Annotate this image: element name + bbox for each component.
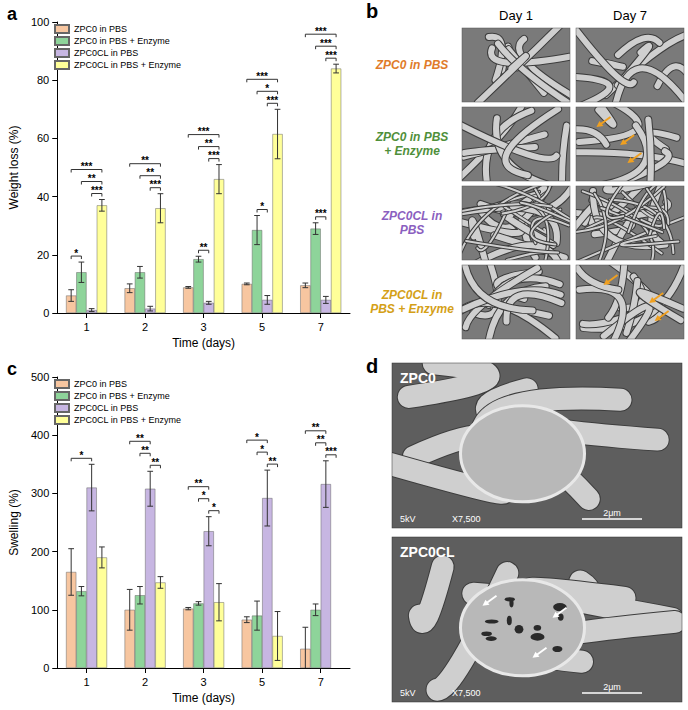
svg-text:ZPC0CL in PBS: ZPC0CL in PBS xyxy=(74,48,138,58)
svg-text:0: 0 xyxy=(43,662,49,674)
svg-text:Time (days): Time (days) xyxy=(172,691,235,705)
svg-text:3: 3 xyxy=(201,676,207,688)
svg-text:*: * xyxy=(255,432,259,443)
svg-text:**: ** xyxy=(205,138,213,149)
svg-text:*: * xyxy=(212,502,216,513)
svg-text:ZPC0 in PBS + Enzyme: ZPC0 in PBS + Enzyme xyxy=(74,36,170,46)
svg-text:d: d xyxy=(366,355,378,377)
svg-text:ZPC0CL in PBS + Enzyme: ZPC0CL in PBS + Enzyme xyxy=(74,415,181,425)
svg-text:***: *** xyxy=(325,446,337,457)
svg-text:***: *** xyxy=(198,126,210,137)
svg-text:80: 80 xyxy=(37,74,49,86)
svg-text:ZPC0 in PBS: ZPC0 in PBS xyxy=(74,24,127,34)
svg-text:Time (days): Time (days) xyxy=(172,336,235,350)
svg-text:**: ** xyxy=(269,456,277,467)
svg-text:ZPC0CL inPBS + Enzyme: ZPC0CL inPBS + Enzyme xyxy=(370,288,454,316)
svg-text:100: 100 xyxy=(31,604,49,616)
svg-text:ZPC0CL in PBS: ZPC0CL in PBS xyxy=(74,403,138,413)
svg-text:5kV: 5kV xyxy=(400,514,416,524)
svg-text:*: * xyxy=(74,248,78,259)
svg-text:7: 7 xyxy=(318,321,324,333)
svg-text:**: ** xyxy=(141,445,149,456)
svg-text:ZPC0: ZPC0 xyxy=(400,370,436,386)
svg-text:***: *** xyxy=(256,71,268,82)
svg-text:3: 3 xyxy=(201,321,207,333)
svg-text:ZPC0 in PBS+ Enzyme: ZPC0 in PBS+ Enzyme xyxy=(375,130,449,158)
svg-text:2: 2 xyxy=(142,321,148,333)
svg-text:40: 40 xyxy=(37,191,49,203)
svg-text:**: ** xyxy=(146,167,154,178)
svg-text:***: *** xyxy=(325,50,337,61)
svg-text:b: b xyxy=(366,0,378,22)
svg-text:**: ** xyxy=(195,478,203,489)
svg-text:300: 300 xyxy=(31,487,49,499)
svg-text:100: 100 xyxy=(31,16,49,28)
svg-text:5kV: 5kV xyxy=(400,688,416,698)
svg-text:**: ** xyxy=(136,433,144,444)
svg-text:60: 60 xyxy=(37,132,49,144)
svg-text:ZPC0CL: ZPC0CL xyxy=(400,544,455,560)
svg-text:ZPC0CL inPBS: ZPC0CL inPBS xyxy=(381,209,442,237)
svg-text:ZPC0 in PBS: ZPC0 in PBS xyxy=(74,379,127,389)
svg-text:X7,500: X7,500 xyxy=(452,514,481,524)
svg-text:***: *** xyxy=(149,179,161,190)
svg-text:***: *** xyxy=(267,95,279,106)
svg-text:*: * xyxy=(260,201,264,212)
svg-text:7: 7 xyxy=(318,676,324,688)
svg-text:Day 7: Day 7 xyxy=(613,8,647,23)
svg-text:***: *** xyxy=(91,185,103,196)
svg-text:***: *** xyxy=(315,26,327,37)
svg-text:Weight loss (%): Weight loss (%) xyxy=(7,126,21,210)
svg-text:***: *** xyxy=(320,38,332,49)
svg-text:*: * xyxy=(79,450,83,461)
svg-text:*: * xyxy=(202,490,206,501)
svg-text:20: 20 xyxy=(37,249,49,261)
svg-text:5: 5 xyxy=(259,321,265,333)
svg-text:**: ** xyxy=(88,173,96,184)
svg-text:2μm: 2μm xyxy=(603,508,621,518)
svg-text:**: ** xyxy=(151,457,159,468)
svg-text:2: 2 xyxy=(142,676,148,688)
svg-text:1: 1 xyxy=(83,676,89,688)
svg-text:400: 400 xyxy=(31,429,49,441)
svg-text:1: 1 xyxy=(83,321,89,333)
svg-text:200: 200 xyxy=(31,546,49,558)
svg-text:Swelling (%): Swelling (%) xyxy=(7,489,21,556)
svg-text:2μm: 2μm xyxy=(603,682,621,692)
svg-text:*: * xyxy=(265,83,269,94)
svg-text:ZPC0 in PBS: ZPC0 in PBS xyxy=(375,58,449,72)
svg-text:**: ** xyxy=(317,434,325,445)
svg-text:**: ** xyxy=(312,422,320,433)
svg-text:500: 500 xyxy=(31,371,49,383)
svg-text:5: 5 xyxy=(259,676,265,688)
svg-text:**: ** xyxy=(200,242,208,253)
svg-text:ZPC0 in PBS + Enzyme: ZPC0 in PBS + Enzyme xyxy=(74,391,170,401)
svg-text:***: *** xyxy=(208,150,220,161)
svg-text:***: *** xyxy=(81,161,93,172)
svg-text:c: c xyxy=(7,359,17,379)
svg-text:ZPC0CL in PBS + Enzyme: ZPC0CL in PBS + Enzyme xyxy=(74,60,181,70)
svg-text:*: * xyxy=(260,444,264,455)
svg-text:Day 1: Day 1 xyxy=(499,8,533,23)
svg-text:0: 0 xyxy=(43,307,49,319)
svg-text:**: ** xyxy=(141,155,149,166)
svg-text:a: a xyxy=(7,4,18,24)
svg-text:***: *** xyxy=(315,208,327,219)
svg-text:X7,500: X7,500 xyxy=(452,688,481,698)
